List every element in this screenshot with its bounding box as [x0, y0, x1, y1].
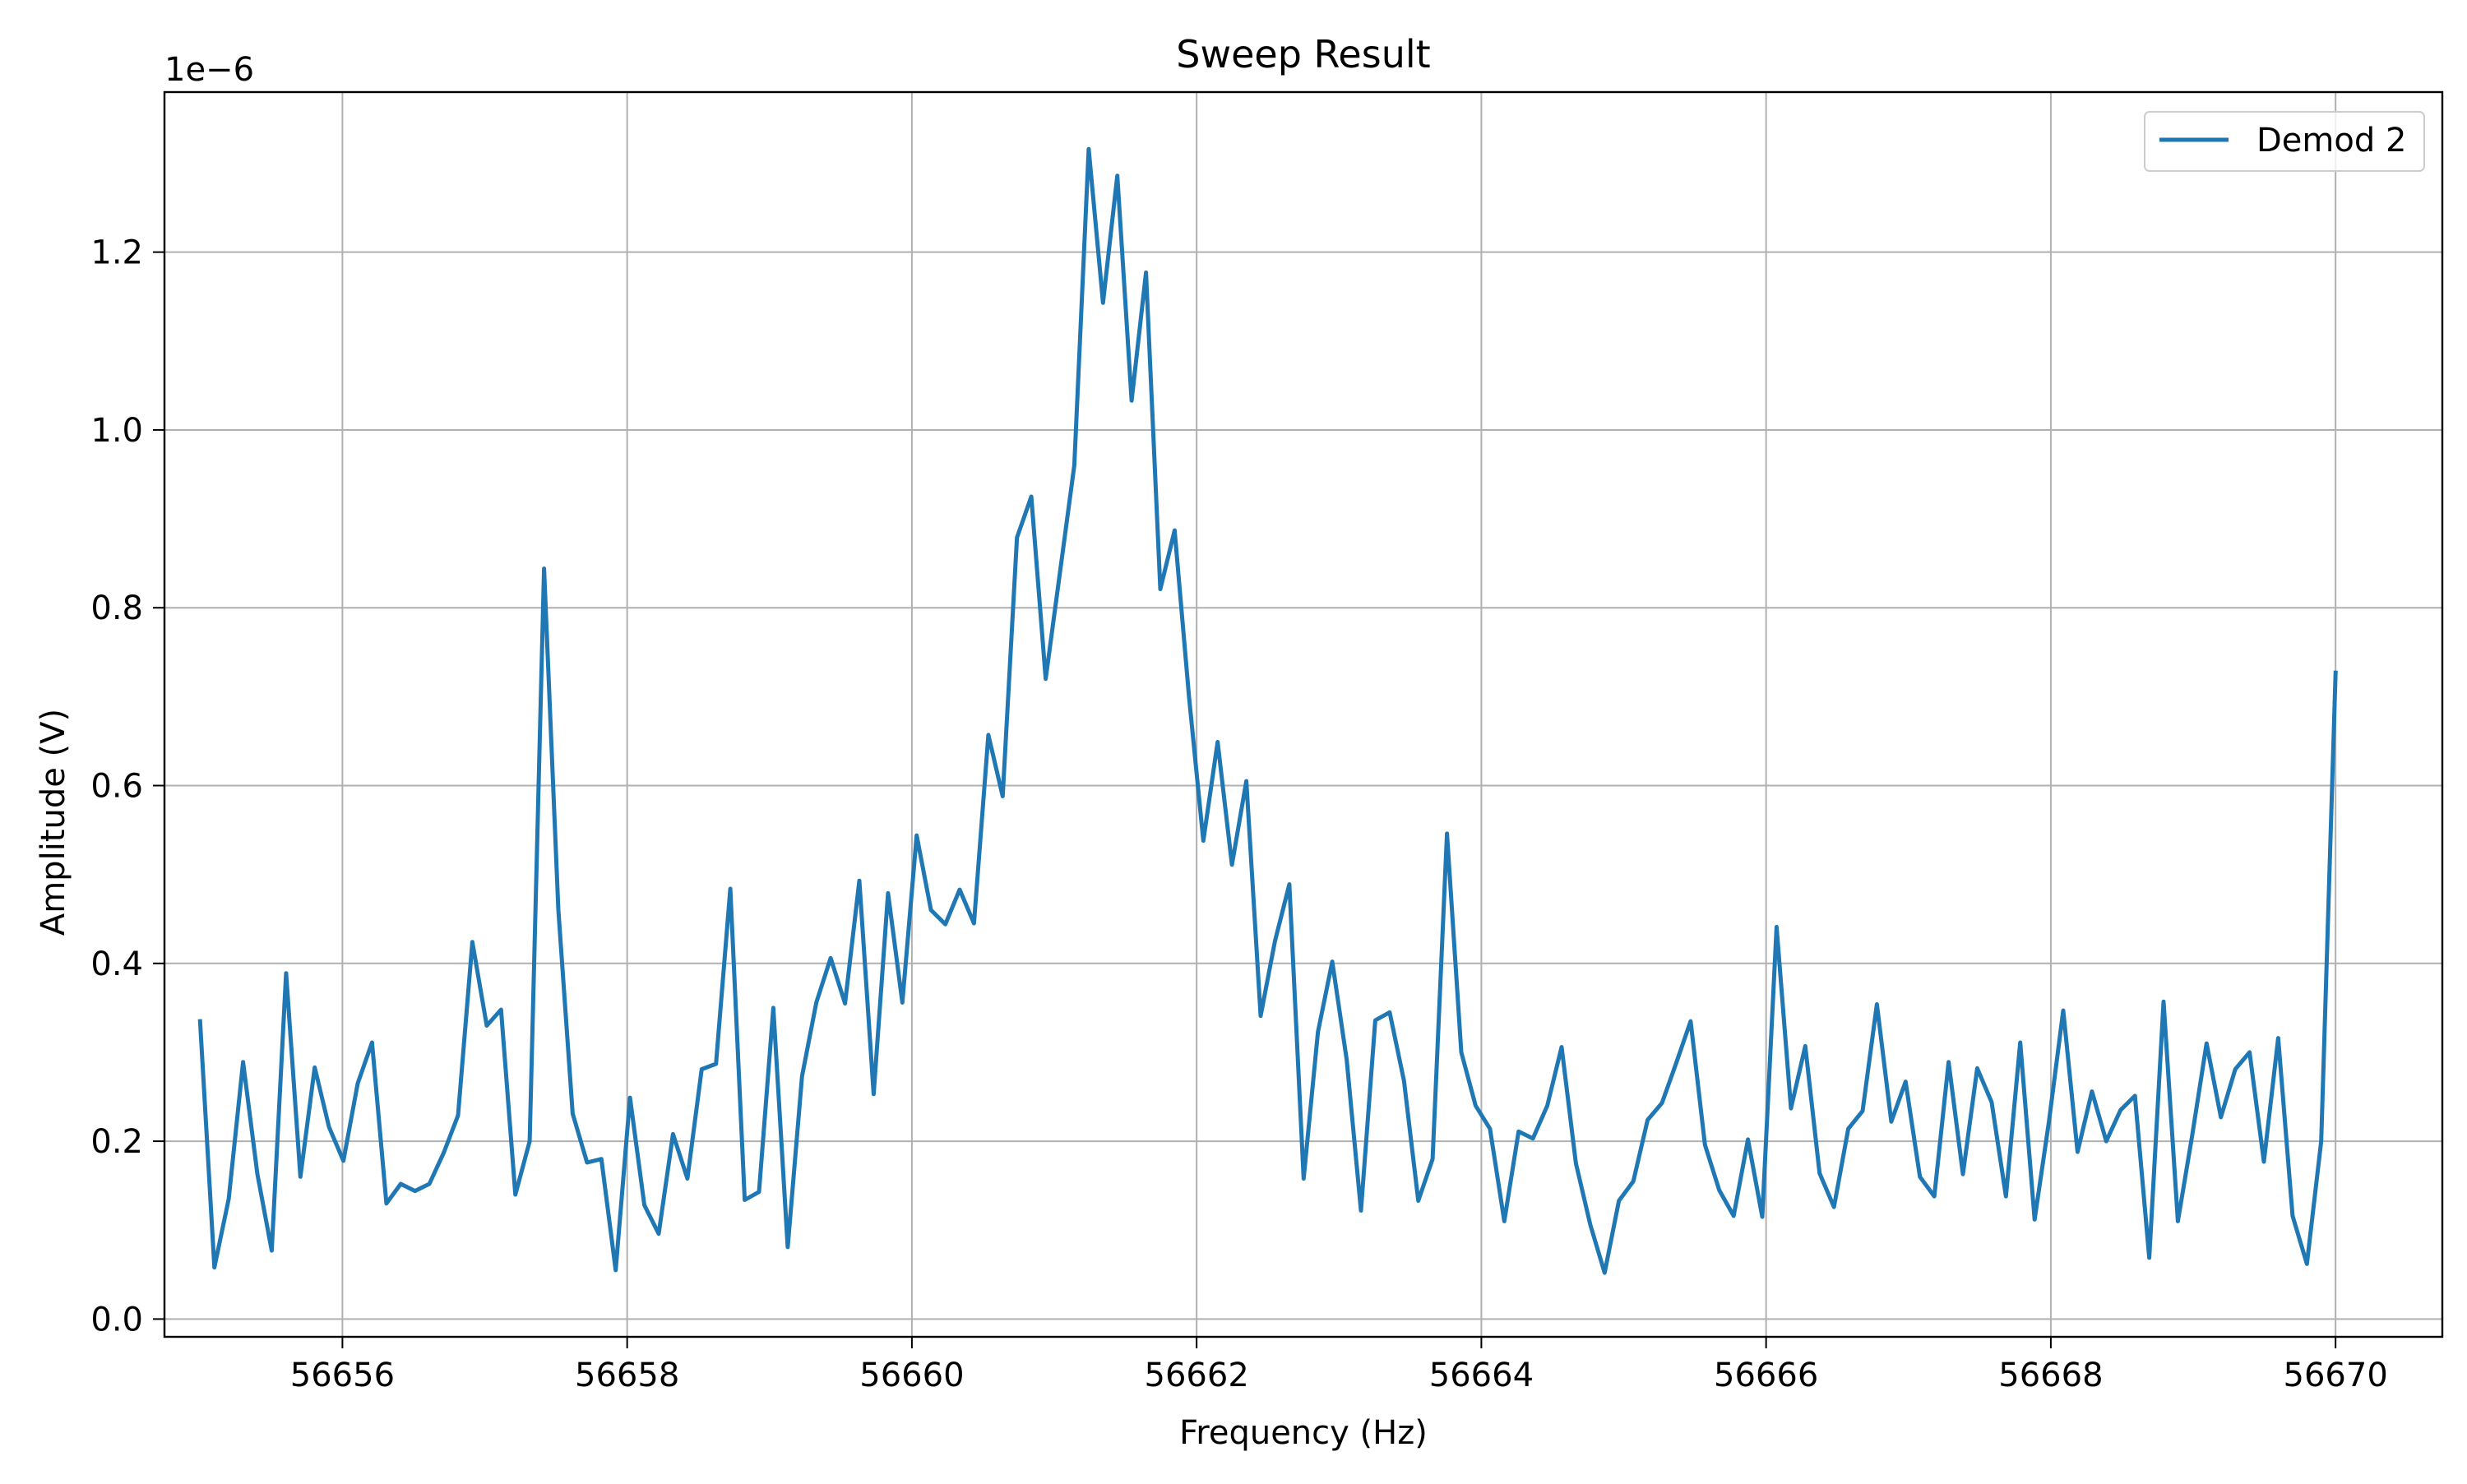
chart-title: Sweep Result	[1176, 32, 1430, 76]
axes-frame	[163, 90, 2444, 1338]
x-tick-label: 56666	[1714, 1357, 1818, 1394]
y-tick-label: 0.8	[90, 589, 143, 627]
x-tick-label: 56660	[859, 1357, 964, 1394]
y-tick-label: 0.6	[90, 768, 143, 806]
y-tick-label: 0.0	[90, 1301, 143, 1338]
grid-layer	[164, 92, 2442, 1337]
x-tick-label: 56670	[2284, 1357, 2388, 1394]
x-axis-label: Frequency (Hz)	[1179, 1414, 1428, 1452]
y-tick-label: 0.4	[90, 945, 143, 983]
legend-box	[2144, 111, 2425, 172]
x-tick-label: 56656	[290, 1357, 395, 1394]
tick-layer: 56656 56658 56660 56662 56664 56666 56668 56670…	[90, 234, 2387, 1394]
y-tick-label: 0.2	[90, 1123, 143, 1161]
x-tick-label: 56664	[1429, 1357, 1534, 1394]
y-offset-label: 1e−6	[164, 51, 254, 89]
x-tick-label: 56662	[1145, 1357, 1249, 1394]
x-tick-label: 56668	[1998, 1357, 2103, 1394]
y-axis-label: Amplitude (V)	[35, 709, 72, 936]
series-line-demod-2	[197, 146, 2338, 1275]
plot-layer	[197, 146, 2338, 1275]
legend-label-demod-2: Demod 2	[2256, 122, 2406, 159]
y-tick-label: 1.2	[90, 234, 143, 272]
y-tick-label: 1.0	[90, 412, 143, 450]
x-tick-label: 56658	[575, 1357, 679, 1394]
legend: Demod 2	[2144, 111, 2425, 172]
